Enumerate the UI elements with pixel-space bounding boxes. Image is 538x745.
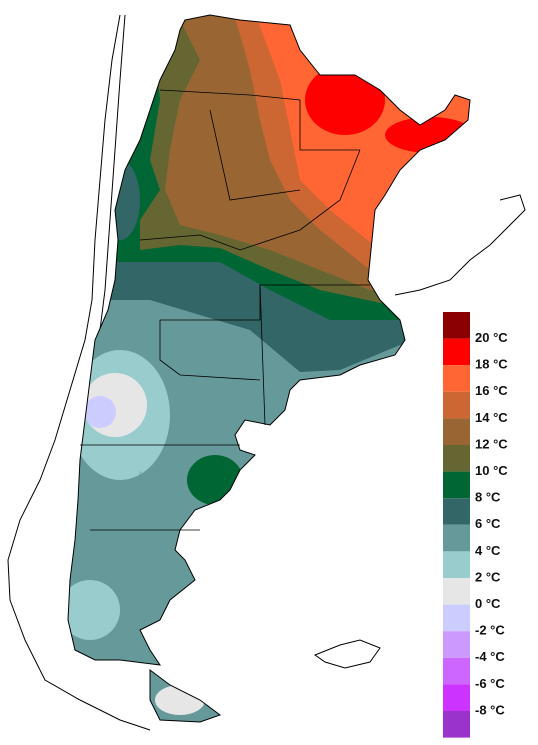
legend: 20 °C 18 °C 16 °C 14 °C 12 °C 10 °C 8 °C 6 °C 4 … [443, 312, 508, 738]
legend-label: -8 °C [475, 702, 505, 717]
legend-label: 4 °C [475, 543, 501, 558]
legend-swatch [443, 657, 470, 685]
legend-swatch [443, 338, 470, 366]
legend-label: 0 °C [475, 596, 501, 611]
legend-label: -4 °C [475, 649, 505, 664]
legend-swatch [443, 445, 470, 472]
legend-label: 6 °C [475, 516, 501, 531]
legend-label: 10 °C [475, 463, 508, 478]
islands [313, 639, 381, 669]
legend-swatch [443, 498, 470, 525]
legend-swatch [443, 524, 470, 552]
legend-swatch [443, 365, 470, 392]
legend-label: 20 °C [475, 330, 508, 345]
legend-label: -2 °C [475, 623, 505, 638]
legend-label: 2 °C [475, 569, 501, 584]
legend-swatch [443, 684, 470, 711]
chile-border [99, 14, 126, 331]
legend-swatch [443, 312, 470, 339]
legend-label: -6 °C [475, 676, 505, 691]
zone [385, 117, 470, 153]
legend-label: 12 °C [475, 436, 508, 451]
legend-swatch [443, 471, 470, 499]
province-borders [80, 89, 370, 531]
uruguay-coast [394, 194, 526, 296]
legend-swatch [443, 711, 470, 738]
legend-swatch [443, 391, 470, 419]
legend-label: 8 °C [475, 490, 501, 505]
legend-swatch [443, 551, 470, 578]
chile-coast [7, 14, 151, 731]
legend-swatch [443, 604, 470, 632]
zone [100, 160, 140, 240]
legend-label: 16 °C [475, 383, 508, 398]
legend-swatch [443, 418, 470, 445]
legend-label: 18 °C [475, 357, 508, 372]
zone [84, 396, 116, 428]
zone [305, 65, 385, 135]
legend-swatch [443, 578, 470, 605]
zone [68, 580, 120, 640]
legend-swatch [443, 631, 470, 658]
legend-label: 14 °C [475, 410, 508, 425]
